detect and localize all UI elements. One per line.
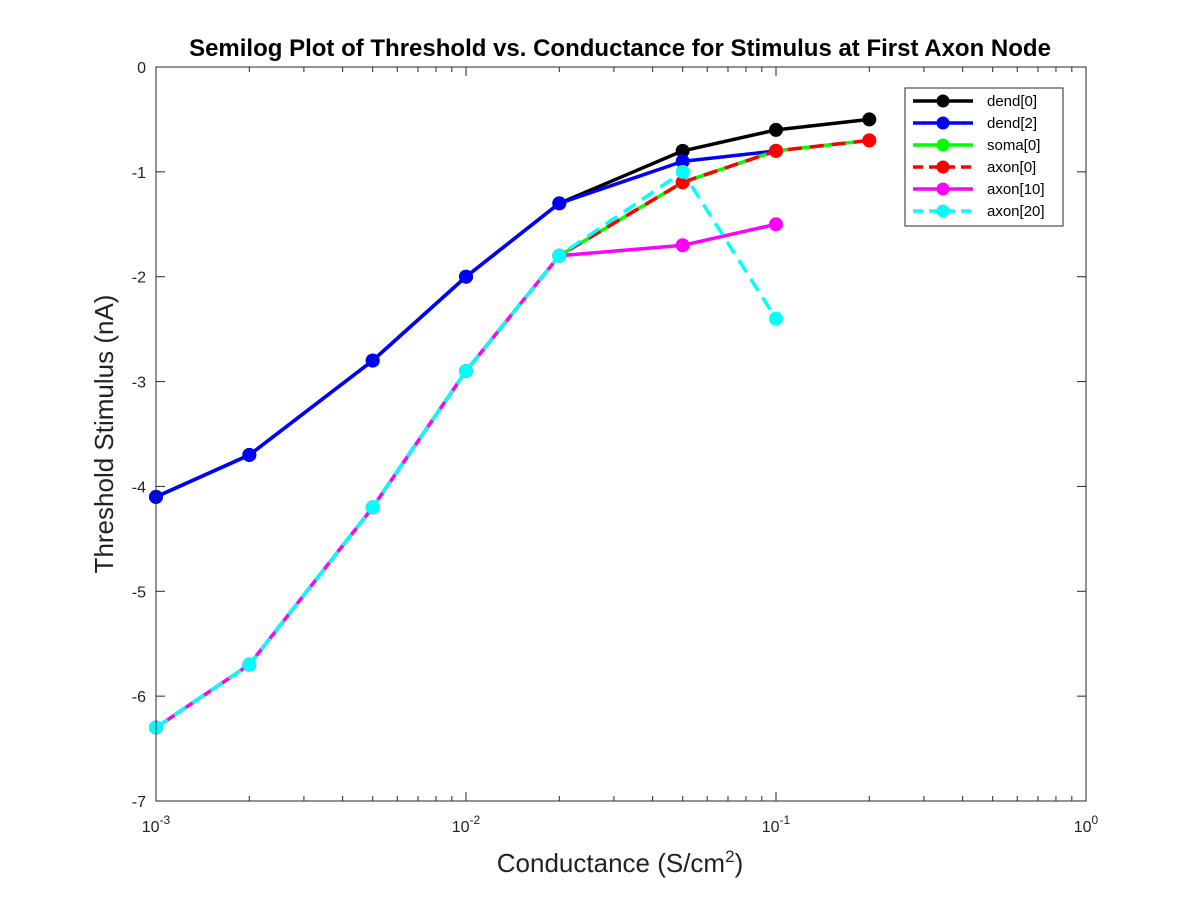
series-axon[20]	[149, 164, 783, 735]
series-dend[0]	[149, 112, 877, 504]
legend-entry-label: axon[10]	[987, 181, 1045, 198]
x-tick-base: 10	[762, 819, 780, 836]
series-line	[155, 149, 777, 499]
x-tick-label: 10-1	[762, 813, 791, 836]
x-tick-base: 10	[142, 819, 160, 836]
legend-entry-label: soma[0]	[987, 137, 1040, 154]
x-tick-label: 10-3	[142, 813, 171, 836]
data-point	[365, 353, 380, 368]
x-tick-label: 10-2	[452, 813, 481, 836]
y-tick-label: 0	[137, 60, 146, 77]
data-point	[459, 269, 473, 284]
legend-entry-label: dend[0]	[987, 93, 1037, 110]
data-point	[459, 364, 473, 379]
x-tick-label: 100	[1074, 813, 1099, 836]
legend-swatch-marker	[936, 182, 950, 196]
data-point	[242, 657, 257, 672]
series-soma[0]	[149, 133, 877, 735]
plot-area	[149, 112, 877, 735]
data-point	[675, 164, 690, 179]
data-point	[365, 500, 380, 515]
data-point	[769, 143, 783, 158]
y-axis-label: Threshold Stimulus (nA)	[89, 295, 119, 574]
data-point	[769, 122, 783, 137]
series-axon[10]	[149, 217, 783, 735]
x-tick-exponent: -3	[160, 813, 171, 827]
legend-swatch-marker	[936, 94, 950, 108]
data-point	[675, 238, 690, 253]
legend: dend[0] dend[2] soma[0] axon[0] axon[10] axon…	[904, 87, 1064, 227]
data-point	[769, 311, 783, 326]
series-dend[2]	[149, 143, 783, 504]
axes-box	[155, 66, 1087, 802]
data-point	[552, 196, 567, 211]
data-point	[862, 133, 877, 148]
x-tick-base: 10	[1074, 819, 1092, 836]
y-tick-label: -2	[132, 270, 146, 287]
legend-box	[904, 87, 1064, 227]
x-axis-label: Conductance (S/cm2)	[497, 847, 743, 878]
y-tick-label: -4	[132, 479, 146, 496]
legend-swatch-marker	[936, 116, 950, 130]
legend-entry-label: dend[2]	[987, 115, 1037, 132]
x-tick-exponent: -2	[470, 813, 481, 827]
legend-swatch-marker	[936, 160, 950, 174]
data-point	[552, 248, 567, 263]
series-line	[155, 222, 777, 730]
data-point	[862, 112, 877, 127]
data-point	[242, 447, 257, 462]
x-tick-exponent: -1	[780, 813, 791, 827]
legend-swatch-marker	[936, 138, 950, 152]
y-tick-label: -1	[132, 165, 146, 182]
data-point	[769, 217, 783, 232]
y-tick-label: -5	[132, 584, 146, 601]
series-axon[0]	[149, 133, 877, 735]
legend-entry-label: axon[20]	[987, 203, 1045, 220]
y-tick-label: -6	[132, 689, 146, 706]
chart-title: Semilog Plot of Threshold vs. Conductanc…	[189, 35, 1051, 62]
series-line	[155, 117, 870, 499]
legend-entry-label: axon[0]	[987, 159, 1036, 176]
x-tick-exponent: 0	[1092, 813, 1099, 827]
x-tick-base: 10	[452, 819, 470, 836]
y-tick-label: -3	[132, 375, 146, 392]
y-tick-label: -7	[132, 794, 146, 811]
legend-swatch-marker	[936, 204, 950, 218]
